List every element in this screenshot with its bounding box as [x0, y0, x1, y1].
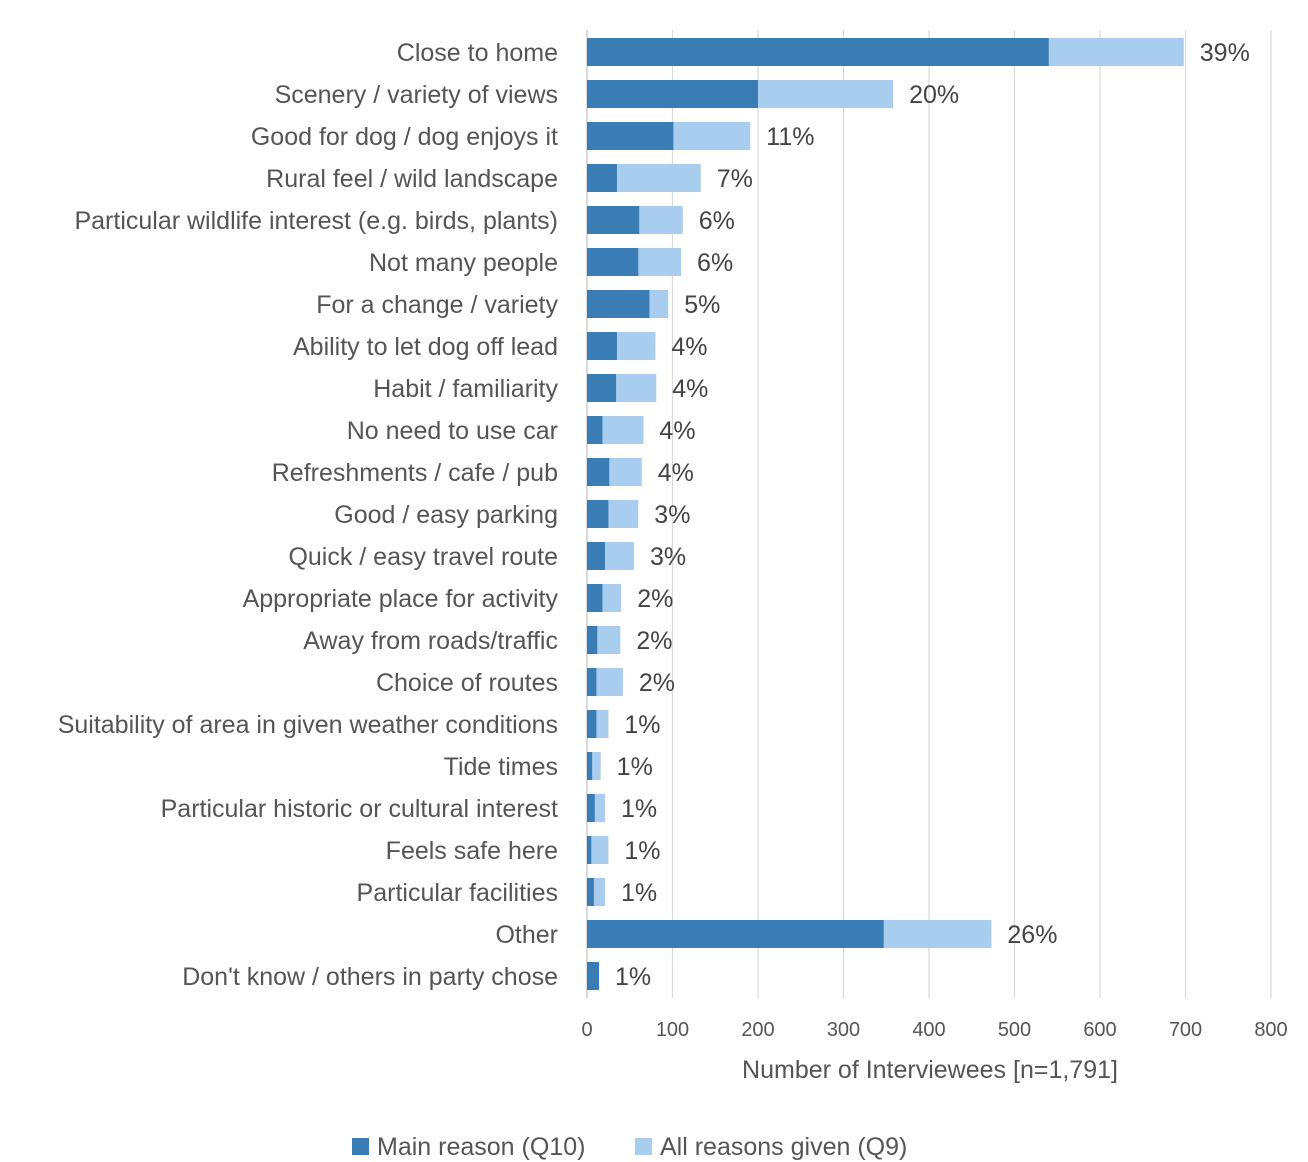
x-axis-title: Number of Interviewees [n=1,791] — [742, 1056, 1118, 1084]
category-label-10: Refreshments / cafe / pub — [272, 459, 558, 487]
data-label-9: 4% — [659, 417, 695, 445]
data-label-15: 2% — [639, 669, 675, 697]
bar-main-reason-10 — [587, 458, 610, 486]
bar-main-reason-20 — [587, 878, 594, 906]
data-label-21: 26% — [1007, 921, 1057, 949]
data-label-0: 39% — [1200, 39, 1250, 67]
category-label-16: Suitability of area in given weather con… — [58, 711, 558, 739]
bar-all-reasons-19 — [587, 836, 609, 864]
data-label-2: 11% — [766, 123, 814, 151]
bar-main-reason-6 — [587, 290, 650, 318]
data-label-22: 1% — [615, 963, 651, 991]
bar-main-reason-21 — [587, 920, 884, 948]
bar-main-reason-9 — [587, 416, 603, 444]
category-label-3: Rural feel / wild landscape — [266, 165, 558, 193]
bars — [587, 38, 1184, 990]
category-label-4: Particular wildlife interest (e.g. birds… — [74, 207, 558, 235]
x-tick-label-700: 700 — [1169, 1019, 1202, 1041]
x-tick-label-600: 600 — [1083, 1019, 1116, 1041]
data-label-12: 3% — [650, 543, 686, 571]
legend-swatch-all-reasons — [635, 1138, 652, 1155]
data-label-8: 4% — [672, 375, 708, 403]
data-label-16: 1% — [624, 711, 660, 739]
bar-main-reason-16 — [587, 710, 597, 738]
bar-main-reason-3 — [587, 164, 617, 192]
bar-main-reason-15 — [587, 668, 597, 696]
category-label-13: Appropriate place for activity — [243, 585, 559, 613]
data-label-19: 1% — [624, 837, 660, 865]
data-label-11: 3% — [654, 501, 690, 529]
category-label-12: Quick / easy travel route — [288, 543, 558, 571]
bar-main-reason-1 — [587, 80, 758, 108]
bar-main-reason-14 — [587, 626, 598, 654]
x-axis-ticks: 0 100 200 300 400 500 600 700 800 — [581, 1019, 1287, 1041]
bar-main-reason-7 — [587, 332, 617, 360]
legend: Main reason (Q10) All reasons given (Q9) — [352, 1133, 907, 1161]
data-label-1: 20% — [909, 81, 959, 109]
bar-main-reason-12 — [587, 542, 605, 570]
data-label-5: 6% — [697, 249, 733, 277]
bar-main-reason-4 — [587, 206, 640, 234]
bar-main-reason-22 — [587, 962, 599, 990]
category-label-19: Feels safe here — [386, 837, 558, 865]
category-label-1: Scenery / variety of views — [275, 81, 558, 109]
category-label-8: Habit / familiarity — [373, 375, 558, 403]
bar-main-reason-13 — [587, 584, 603, 612]
legend-swatch-main-reason — [352, 1138, 369, 1155]
x-tick-label-100: 100 — [656, 1019, 689, 1041]
x-tick-label-200: 200 — [741, 1019, 774, 1041]
bar-main-reason-11 — [587, 500, 609, 528]
data-labels: 39% 20% 11% 7% 6% 6% 5% 4% 4% 4% 4% 3% 3% 2% 2% 2% 1% 1% 1… — [615, 39, 1250, 991]
x-tick-label-800: 800 — [1254, 1019, 1287, 1041]
bar-main-reason-17 — [587, 752, 593, 780]
category-label-17: Tide times — [444, 753, 558, 781]
category-label-21: Other — [495, 921, 558, 949]
category-label-7: Ability to let dog off lead — [293, 333, 558, 361]
legend-label-all-reasons: All reasons given (Q9) — [660, 1133, 907, 1161]
data-label-13: 2% — [637, 585, 673, 613]
category-label-15: Choice of routes — [376, 669, 558, 697]
x-tick-label-0: 0 — [581, 1019, 592, 1041]
category-label-11: Good / easy parking — [334, 501, 558, 529]
category-label-14: Away from roads/traffic — [303, 627, 558, 655]
category-labels: Close to home Scenery / variety of views G… — [58, 39, 559, 991]
category-label-18: Particular historic or cultural interest — [161, 795, 558, 823]
data-label-17: 1% — [617, 753, 653, 781]
category-label-2: Good for dog / dog enjoys it — [251, 123, 558, 151]
bar-main-reason-2 — [587, 122, 674, 150]
data-label-18: 1% — [621, 795, 657, 823]
data-label-3: 7% — [717, 165, 753, 193]
legend-label-main-reason: Main reason (Q10) — [377, 1133, 585, 1161]
bar-main-reason-0 — [587, 38, 1049, 66]
bar-main-reason-19 — [587, 836, 592, 864]
category-label-5: Not many people — [369, 249, 558, 277]
category-label-0: Close to home — [397, 39, 558, 67]
data-label-10: 4% — [658, 459, 694, 487]
bar-main-reason-18 — [587, 794, 595, 822]
bar-main-reason-8 — [587, 374, 617, 402]
x-tick-label-300: 300 — [827, 1019, 860, 1041]
data-label-20: 1% — [621, 879, 657, 907]
data-label-6: 5% — [684, 291, 720, 319]
x-tick-label-400: 400 — [912, 1019, 945, 1041]
bar-main-reason-5 — [587, 248, 639, 276]
category-label-22: Don't know / others in party chose — [182, 963, 558, 991]
category-label-9: No need to use car — [347, 417, 558, 445]
data-label-4: 6% — [699, 207, 735, 235]
x-tick-label-500: 500 — [998, 1019, 1031, 1041]
data-label-14: 2% — [636, 627, 672, 655]
category-label-6: For a change / variety — [316, 291, 558, 319]
data-label-7: 4% — [671, 333, 707, 361]
category-label-20: Particular facilities — [357, 879, 558, 907]
